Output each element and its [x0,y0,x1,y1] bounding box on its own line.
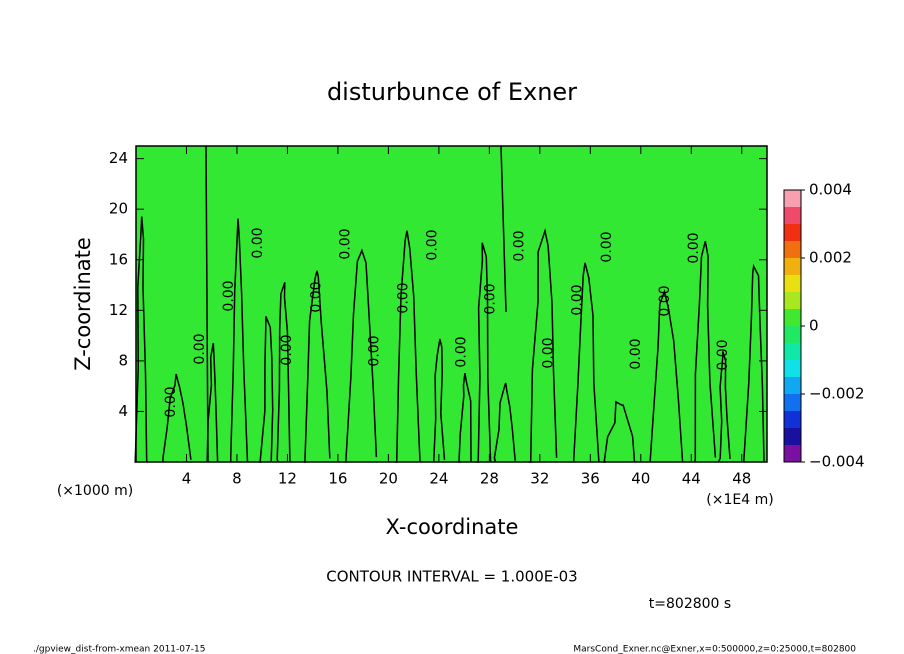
x-tick-label: 4 [182,470,192,488]
y-tick-label: 24 [109,149,128,167]
y-tick-label: 8 [118,351,128,369]
x-unit: (×1E4 m) [706,492,773,508]
time-label: t=802800 s [649,596,731,612]
contour-label: 0.00 [454,336,470,367]
contour-label: 0.00 [279,334,295,365]
contour-label: 0.00 [483,283,499,314]
x-axis-label: X-coordinate [386,515,519,539]
y-tick-label: 16 [109,250,128,268]
colorbar-band [784,190,801,207]
contour-label: 0.00 [599,231,615,262]
colorbar-tick-label: −0.004 [809,453,865,471]
colorbar-band [784,428,801,445]
colorbar-band [784,411,801,428]
y-tick-label: 12 [109,301,128,319]
y-unit: (×1000 m) [57,483,133,499]
plot-frame [135,145,768,463]
annotation: CONTOUR INTERVAL = 1.000E-03 [326,568,577,586]
contour-label: 0.00 [715,339,731,370]
colorbar-band [784,292,801,309]
colorbar-band [784,326,801,343]
y-tick-label: 4 [118,402,128,420]
contour-label: 0.00 [395,282,411,313]
footer-left: ./gpview_dist-from-xmean 2011-07-15 [33,645,205,654]
contour-line [134,216,765,463]
contour-label: 0.00 [657,285,673,316]
contour-label: 0.00 [221,280,237,311]
y-axis-label: Z-coordinate [71,237,95,371]
contour-label: 0.00 [337,228,353,259]
contour-label: 0.00 [628,338,644,369]
colorbar-band [784,343,801,360]
x-tick-label: 8 [232,470,242,488]
colorbar-tick-label: 0 [809,317,819,335]
x-tick-label: 40 [631,470,650,488]
x-tick-label: 12 [278,470,297,488]
colorbar-band [784,445,801,462]
contour-line [205,145,209,463]
contour-label: 0.00 [541,337,557,368]
colorbar-band [784,224,801,241]
contour-label: 0.00 [366,335,382,366]
y-tick-label: 20 [109,200,128,218]
colorbar-band [784,207,801,224]
colorbar-band [784,241,801,258]
colorbar-band [784,275,801,292]
contour-label: 0.00 [192,333,208,364]
x-tick-label: 24 [429,470,448,488]
x-tick-label: 20 [379,470,398,488]
contour-label: 0.00 [424,229,440,260]
colorbar-tick-label: −0.002 [809,385,865,403]
contour-label: 0.00 [570,284,586,315]
x-tick-label: 48 [732,470,751,488]
contour-label: 0.00 [686,232,702,263]
contour-label: 0.00 [512,230,528,261]
x-tick-label: 44 [682,470,701,488]
x-tick-label: 36 [581,470,600,488]
colorbar-band [784,394,801,411]
footer-right: MarsCond_Exner.nc@Exner,x=0:500000,z=0:2… [573,645,856,654]
contour-label: 0.00 [308,281,324,312]
contour-label: 0.00 [163,386,179,417]
colorbar-band [784,258,801,275]
x-tick-label: 16 [328,470,347,488]
chart-title: disturbunce of Exner [327,78,577,106]
x-tick-label: 28 [480,470,499,488]
colorbar-band [784,309,801,326]
colorbar-tick-label: 0.004 [809,181,852,199]
contour-line [500,145,507,313]
colorbar-band [784,377,801,394]
colorbar-band [784,360,801,377]
x-tick-label: 32 [530,470,549,488]
contour-label: 0.00 [250,227,266,258]
colorbar-tick-label: 0.002 [809,249,852,267]
